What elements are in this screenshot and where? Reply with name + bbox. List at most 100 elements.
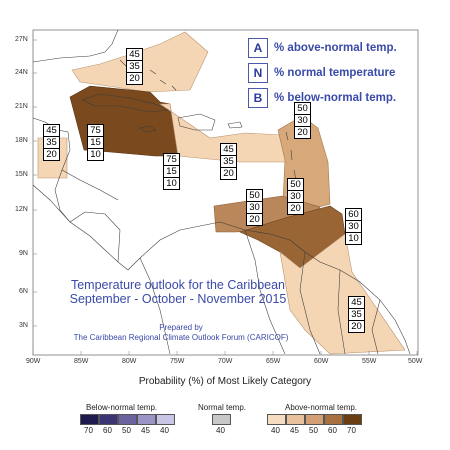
venezuela-border: [244, 229, 286, 355]
honduras-border: [61, 169, 119, 201]
scale-tick-below: 70: [84, 426, 93, 435]
lon-label: 55W: [362, 358, 377, 365]
guiana-border: [371, 299, 381, 355]
scale-swatch-above: [286, 414, 305, 425]
prob-box-suriname-guiana: 45 35 20: [348, 296, 365, 333]
lat-label: 3N: [19, 322, 28, 329]
legend-text-below: % below-normal temp.: [274, 92, 397, 104]
prob-box-hispaniola: 45 35 20: [220, 143, 237, 180]
above-value: 75: [164, 154, 179, 166]
scale-tick-below: 60: [103, 426, 112, 435]
prob-box-trinidad-guyana: 60 30 10: [345, 208, 362, 245]
suriname-border: [337, 269, 346, 355]
scale-swatch-normal: [212, 414, 231, 425]
below-value: 20: [46, 149, 57, 160]
lon-label: 80W: [122, 358, 137, 365]
scale-title: Probability (%) of Most Likely Category: [138, 376, 312, 387]
below-value: 20: [129, 73, 140, 84]
lon-label: 70W: [218, 358, 233, 365]
scale-swatch-above: [343, 414, 362, 425]
below-value: 10: [90, 149, 101, 160]
lat-label: 12N: [15, 206, 28, 213]
lat-ticks: [33, 39, 37, 327]
scale-tick-below: 45: [141, 426, 150, 435]
above-value: 45: [44, 125, 59, 137]
above-value: 50: [295, 103, 310, 115]
scale-swatch-above: [305, 414, 324, 425]
below-value: 10: [166, 178, 177, 189]
title-line-2: September - October - November 2015: [69, 292, 287, 306]
below-value: 20: [297, 127, 308, 138]
scale-swatch-below: [80, 414, 99, 425]
prob-box-central-america-north: 45 35 20: [43, 124, 60, 161]
legend-key-below: B: [248, 88, 268, 108]
prob-box-jamaica: 75 15 10: [163, 153, 180, 190]
lat-label: 6N: [19, 288, 28, 295]
above-value: 50: [288, 179, 303, 191]
scale-swatch-below: [137, 414, 156, 425]
normal-value: 35: [127, 61, 142, 73]
above-value: 50: [247, 190, 262, 202]
jamaica-coast: [139, 125, 157, 133]
lon-ticks: [32, 351, 418, 355]
lat-label: 18N: [15, 137, 28, 144]
colombia-interior: [139, 257, 171, 355]
prepared-line-2: The Caribbean Regional Climate Outlook F…: [73, 333, 289, 342]
lat-label: 15N: [15, 171, 28, 178]
prob-box-abc-islands: 50 30 20: [246, 189, 263, 226]
lat-label: 24N: [15, 69, 28, 76]
lat-label: 27N: [15, 36, 28, 43]
normal-value: 30: [247, 202, 262, 214]
nicaragua-coast: [69, 211, 121, 263]
above-value: 45: [127, 49, 142, 61]
above-value: 45: [221, 144, 236, 156]
above-value: 75: [88, 125, 103, 137]
guyana-border: [299, 251, 321, 355]
scale-tick-below: 40: [160, 426, 169, 435]
lat-label: 21N: [15, 103, 28, 110]
legend-row-below: B % below-normal temp.: [248, 87, 397, 109]
scale-swatch-below: [156, 414, 175, 425]
lon-label: 60W: [314, 358, 329, 365]
scale-tick-above: 45: [290, 426, 299, 435]
legend-row-above: A % above-normal temp.: [248, 37, 397, 59]
lon-label: 90W: [26, 358, 41, 365]
scale-tick-normal: 40: [216, 426, 225, 435]
normal-label: Normal temp.: [198, 403, 247, 412]
map-legend: A % above-normal temp. N % normal temper…: [248, 37, 397, 112]
prepared-by: Prepared by The Caribbean Regional Clima…: [46, 323, 316, 343]
scale-tick-above: 70: [347, 426, 356, 435]
below-value: 20: [290, 203, 301, 214]
normal-value: 30: [288, 191, 303, 203]
lon-label: 85W: [74, 358, 89, 365]
lon-label: 65W: [266, 358, 281, 365]
above-value: 45: [349, 297, 364, 309]
outlook-regions: [37, 31, 406, 355]
above-normal-label: Above-normal temp.: [285, 403, 358, 412]
below-value: 10: [348, 233, 359, 244]
legend-key-normal: N: [248, 63, 268, 83]
hispaniola-coast: [177, 113, 216, 131]
scale-swatch-above: [267, 414, 286, 425]
normal-value: 30: [346, 221, 361, 233]
scale-swatch-below: [118, 414, 137, 425]
scale-swatch-below: [99, 414, 118, 425]
legend-row-normal: N % normal temperature: [248, 62, 397, 84]
normal-value: 15: [88, 137, 103, 149]
florida-coast: [32, 29, 119, 63]
lat-label: 9N: [19, 250, 28, 257]
normal-value: 15: [164, 166, 179, 178]
scale-swatch-above: [324, 414, 343, 425]
prob-box-bahamas: 45 35 20: [126, 48, 143, 85]
below-value: 20: [223, 168, 234, 179]
scale-tick-above: 40: [271, 426, 280, 435]
normal-value: 35: [221, 156, 236, 168]
puerto-rico-coast: [227, 121, 243, 129]
normal-value: 35: [44, 137, 59, 149]
prob-box-leeward-islands: 50 30 20: [294, 102, 311, 139]
legend-key-above: A: [248, 38, 268, 58]
cuba-coast: [81, 93, 170, 113]
normal-value: 30: [295, 115, 310, 127]
title-line-1: Temperature outlook for the Caribbean: [70, 278, 285, 292]
prepared-line-1: Prepared by: [159, 323, 203, 332]
